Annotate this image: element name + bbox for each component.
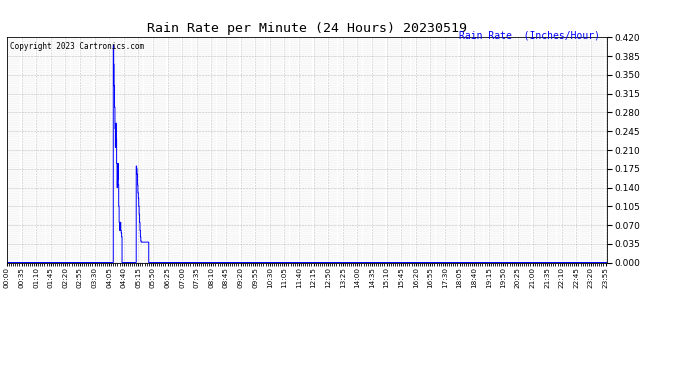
- Text: Copyright 2023 Cartronics.com: Copyright 2023 Cartronics.com: [10, 42, 144, 51]
- Text: Rain Rate  (Inches/Hour): Rain Rate (Inches/Hour): [460, 30, 600, 40]
- Title: Rain Rate per Minute (24 Hours) 20230519: Rain Rate per Minute (24 Hours) 20230519: [147, 22, 467, 35]
